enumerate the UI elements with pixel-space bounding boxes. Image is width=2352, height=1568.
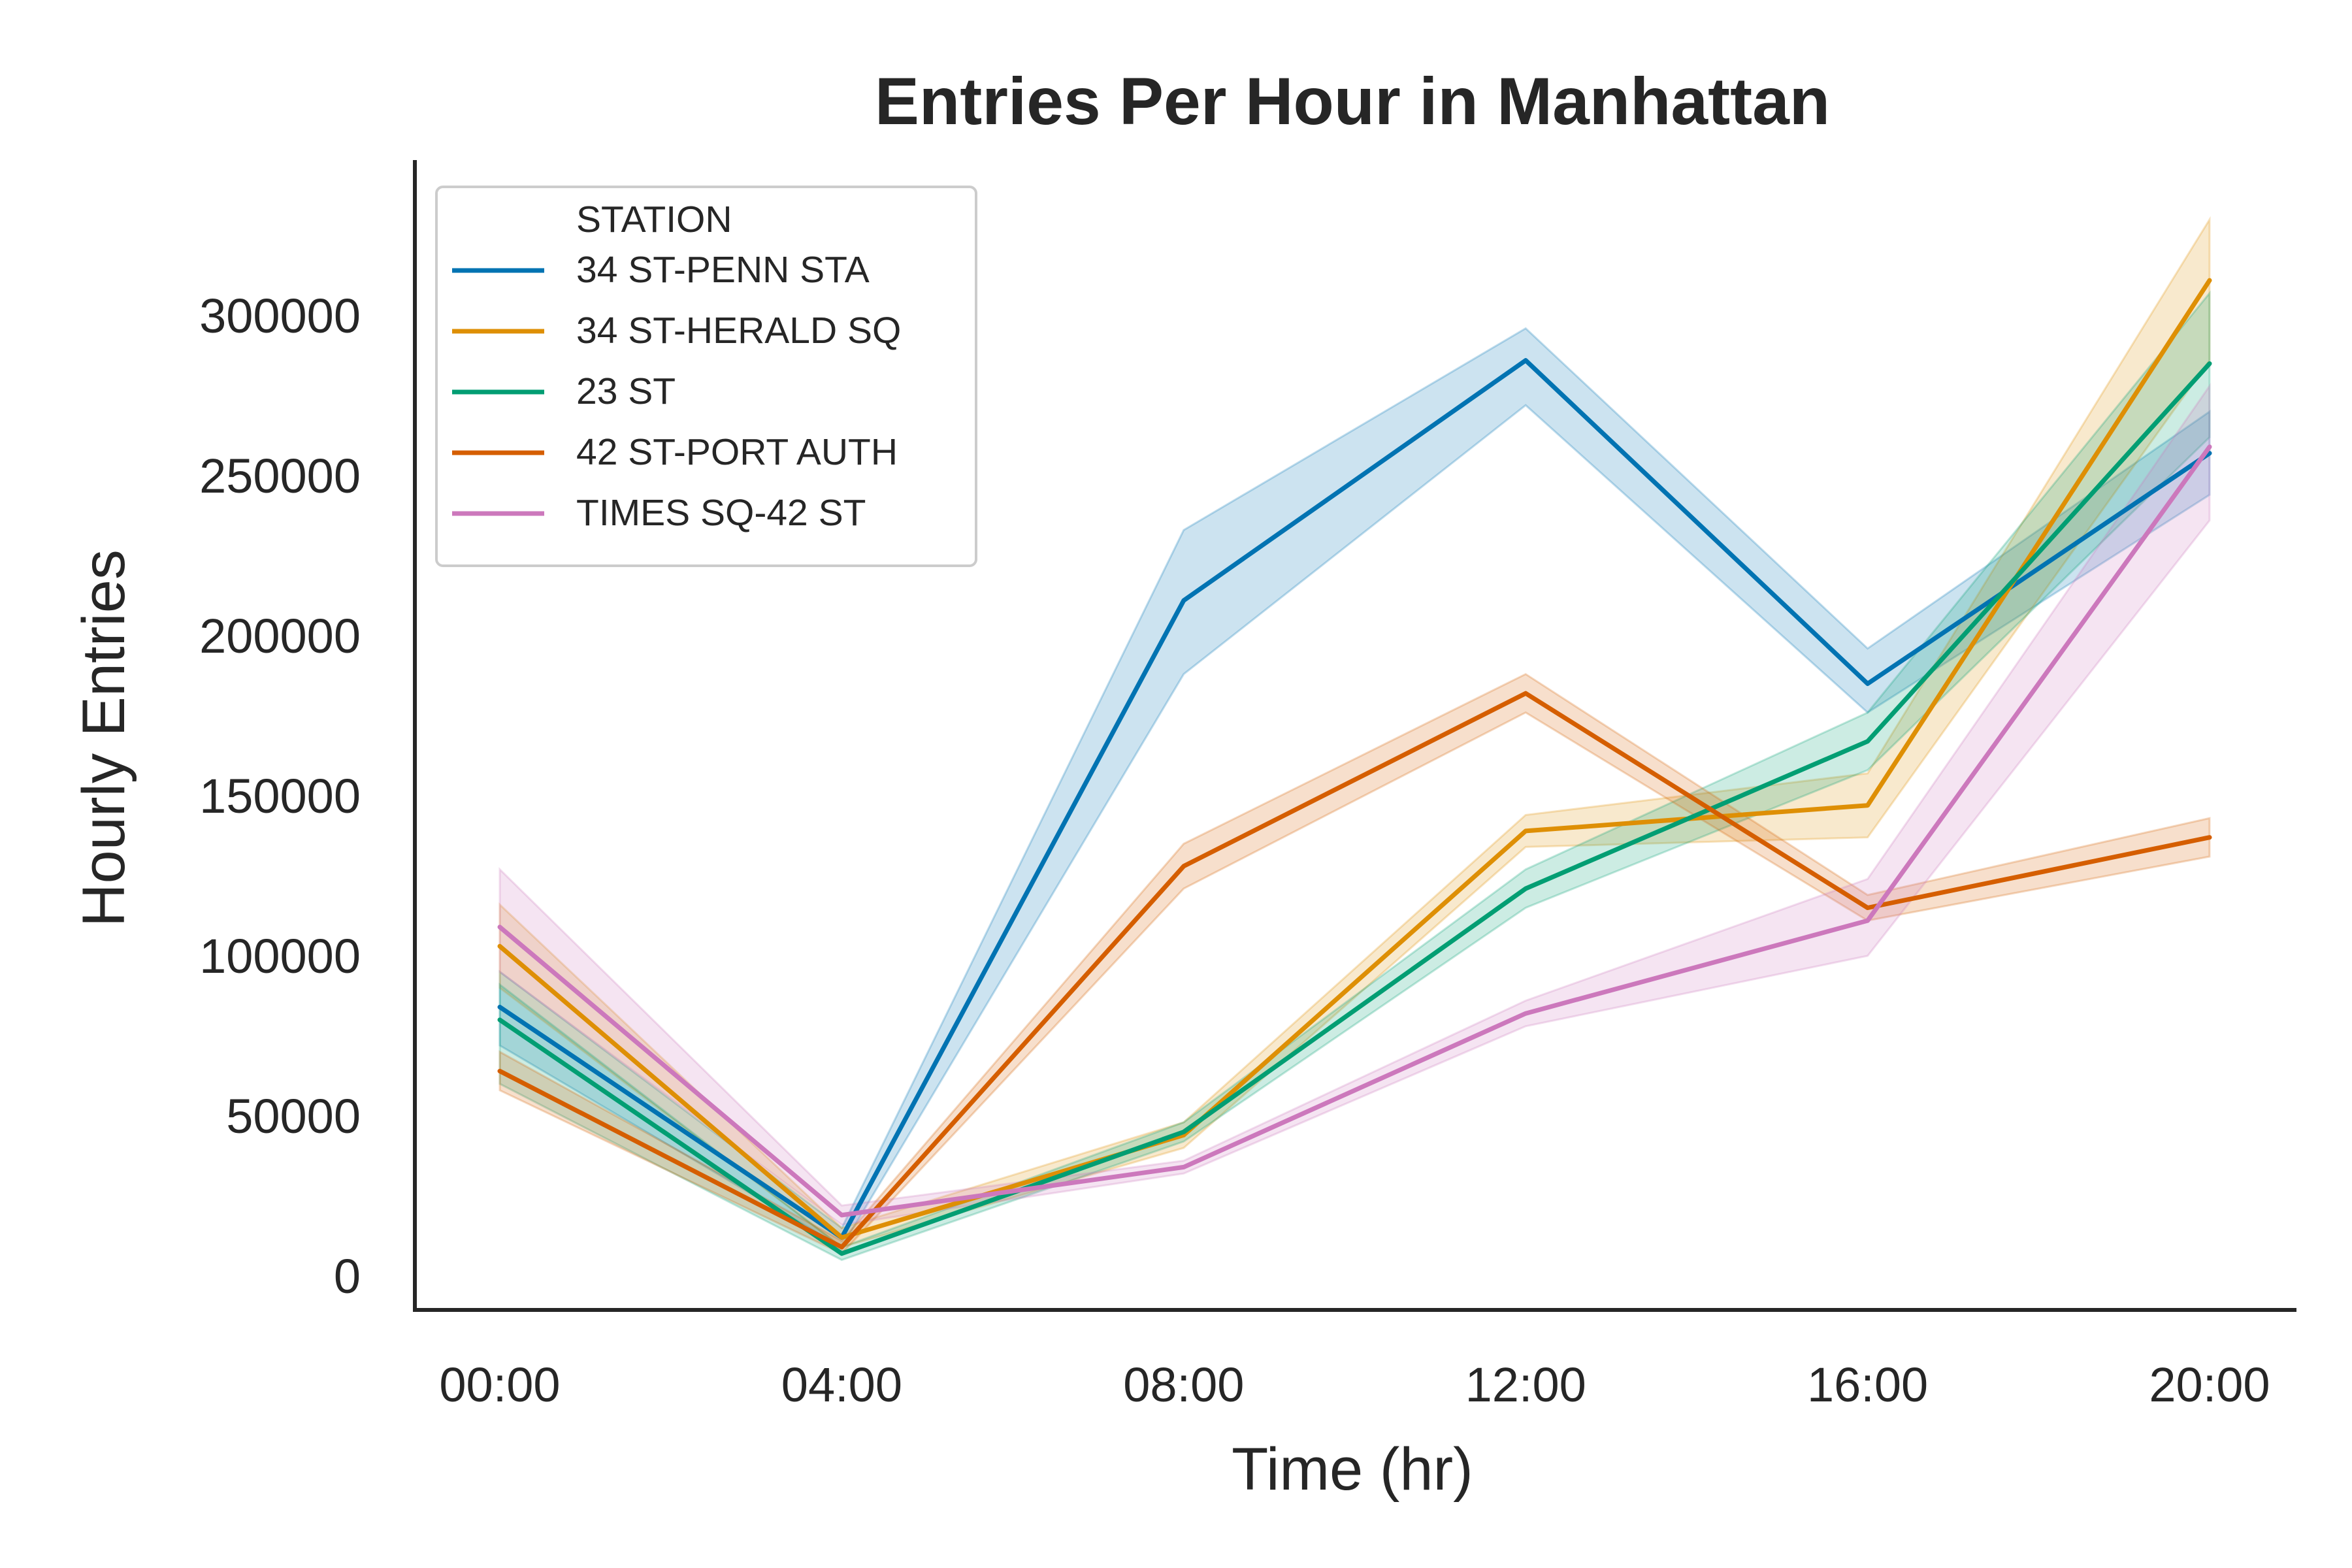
chart-title: Entries Per Hour in Manhattan <box>875 64 1830 139</box>
x-tick-label: 00:00 <box>439 1358 560 1412</box>
confidence-band-23-st <box>498 290 2211 1262</box>
x-tick-label: 04:00 <box>781 1358 902 1412</box>
series-line-34-st-penn-sta <box>497 358 2212 1240</box>
legend-label-34-st-penn-sta: 34 ST-PENN STA <box>576 249 870 291</box>
x-tick-labels: 00:00 04:00 08:00 12:00 16:00 20:00 <box>439 1358 2270 1412</box>
y-tick-label: 150000 <box>199 769 361 823</box>
x-axis-label: Time (hr) <box>1232 1436 1473 1503</box>
series-line-34-st-herald-sq <box>497 278 2212 1240</box>
y-tick-label: 0 <box>334 1249 361 1303</box>
y-tick-label: 100000 <box>199 929 361 983</box>
y-tick-labels: 0 50000 100000 150000 200000 250000 300000 <box>199 289 361 1303</box>
legend-label-23-st: 23 ST <box>576 370 676 412</box>
x-tick-label: 16:00 <box>1807 1358 1928 1412</box>
series-line-times-sq-42-st <box>497 444 2212 1218</box>
legend-label-times-sq-42-st: TIMES SQ-42 ST <box>576 492 866 534</box>
y-tick-label: 300000 <box>199 289 361 343</box>
series-line-42-st-port-auth <box>497 691 2212 1250</box>
legend-label-42-st-port-auth: 42 ST-PORT AUTH <box>576 431 898 473</box>
y-tick-label: 50000 <box>226 1089 361 1143</box>
legend: STATION 34 ST-PENN STA 34 ST-HERALD SQ 23 … <box>435 186 977 567</box>
y-axis-label: Hourly Entries <box>71 549 137 927</box>
x-tick-label: 08:00 <box>1123 1358 1244 1412</box>
legend-title: STATION <box>576 199 732 240</box>
legend-frame <box>435 186 977 567</box>
confidence-band-times-sq-42-st <box>498 383 2211 1226</box>
series-line-23-st <box>497 361 2212 1256</box>
x-tick-label: 12:00 <box>1465 1358 1586 1412</box>
legend-label-34-st-herald-sq: 34 ST-HERALD SQ <box>576 310 901 351</box>
y-tick-label: 250000 <box>199 449 361 503</box>
y-tick-label: 200000 <box>199 609 361 663</box>
x-tick-label: 20:00 <box>2149 1358 2270 1412</box>
series-lines <box>497 278 2212 1256</box>
